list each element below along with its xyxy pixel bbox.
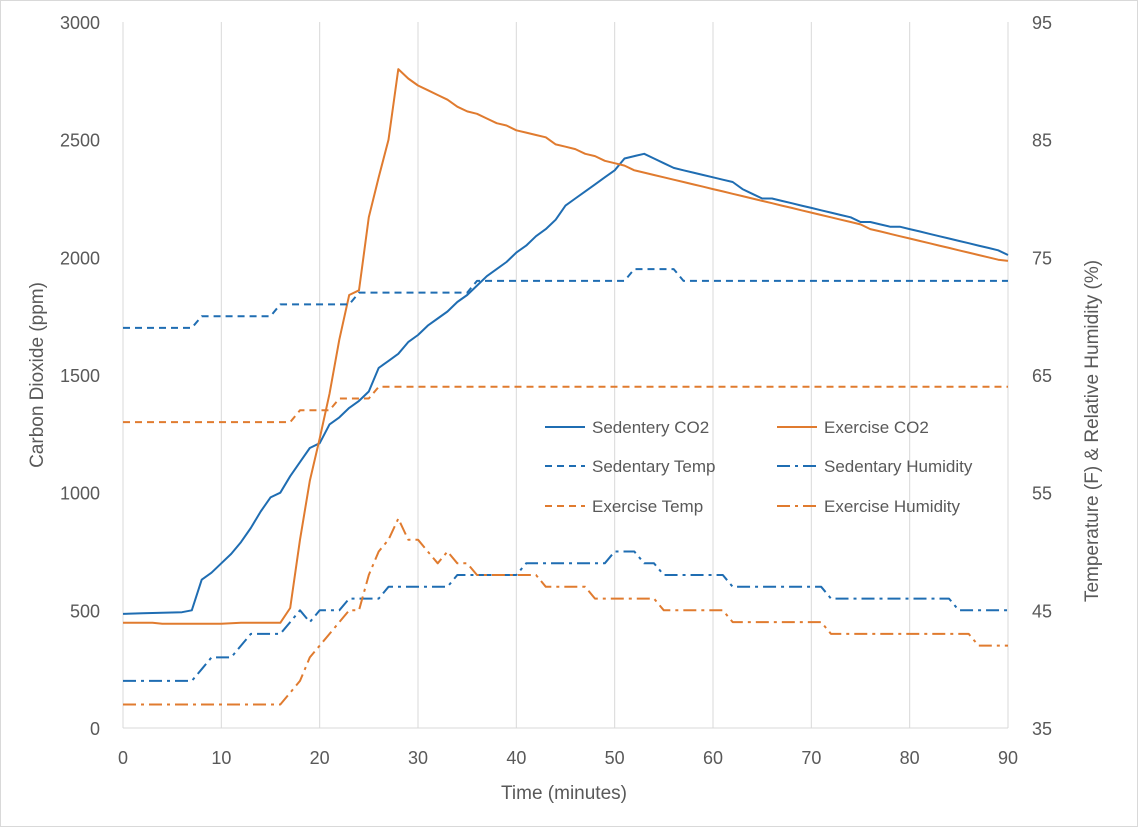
y-left-tick-label: 2500: [60, 131, 100, 151]
y-axis-right-title: Temperature (F) & Relative Humidity (%): [1082, 260, 1103, 602]
y-left-tick-label: 2000: [60, 248, 100, 268]
series-line-sedentary-humidity: [123, 550, 1008, 682]
x-tick-label: 20: [310, 748, 330, 768]
x-tick-label: 80: [900, 748, 920, 768]
legend-label: Exercise Humidity: [824, 497, 961, 516]
legend: Sedentery CO2 Exercise CO2 Sedentary Temp S…: [545, 418, 973, 516]
y-left-tick-label: 3000: [60, 13, 100, 33]
y-right-tick-label: 75: [1032, 248, 1052, 268]
x-axis-title: Time (minutes): [501, 783, 627, 804]
legend-label: Sedentary Temp: [592, 457, 715, 476]
x-tick-label: 90: [998, 748, 1018, 768]
series-line-sedentery-co2: [122, 152, 1009, 615]
x-tick-label: 70: [801, 748, 821, 768]
tick-label-layer: 0 10 20 30 40 50 60 70 80 90 0 500 1000 1500 2000 2500 3…: [60, 13, 1052, 768]
y-right-tick-label: 95: [1032, 13, 1052, 33]
y-right-tick-label: 55: [1032, 484, 1052, 504]
x-tick-label: 60: [703, 748, 723, 768]
x-tick-label: 30: [408, 748, 428, 768]
series-layer: [122, 68, 1009, 706]
y-right-tick-label: 85: [1032, 131, 1052, 151]
y-left-tick-label: 1500: [60, 366, 100, 386]
y-left-tick-label: 0: [90, 719, 100, 739]
y-left-tick-label: 1000: [60, 484, 100, 504]
x-tick-label: 0: [118, 748, 128, 768]
y-axis-left-title: Carbon Dioxide (ppm): [27, 282, 48, 468]
grid-layer: [122, 22, 1009, 729]
y-right-tick-label: 65: [1032, 366, 1052, 386]
series-line-sedentary-temp: [123, 268, 1008, 329]
series-line-exercise-co2: [123, 68, 1009, 625]
y-left-tick-label: 500: [70, 601, 100, 621]
x-tick-label: 40: [506, 748, 526, 768]
series-line-exercise-humidity: [123, 517, 1008, 706]
y-right-tick-label: 45: [1032, 601, 1052, 621]
x-tick-label: 10: [211, 748, 231, 768]
legend-label: Exercise Temp: [592, 497, 703, 516]
legend-label: Exercise CO2: [824, 418, 929, 437]
y-right-tick-label: 35: [1032, 719, 1052, 739]
legend-label: Sedentary Humidity: [824, 457, 973, 476]
x-tick-label: 50: [605, 748, 625, 768]
legend-label: Sedentery CO2: [592, 418, 709, 437]
series-line-exercise-temp: [123, 385, 1008, 424]
